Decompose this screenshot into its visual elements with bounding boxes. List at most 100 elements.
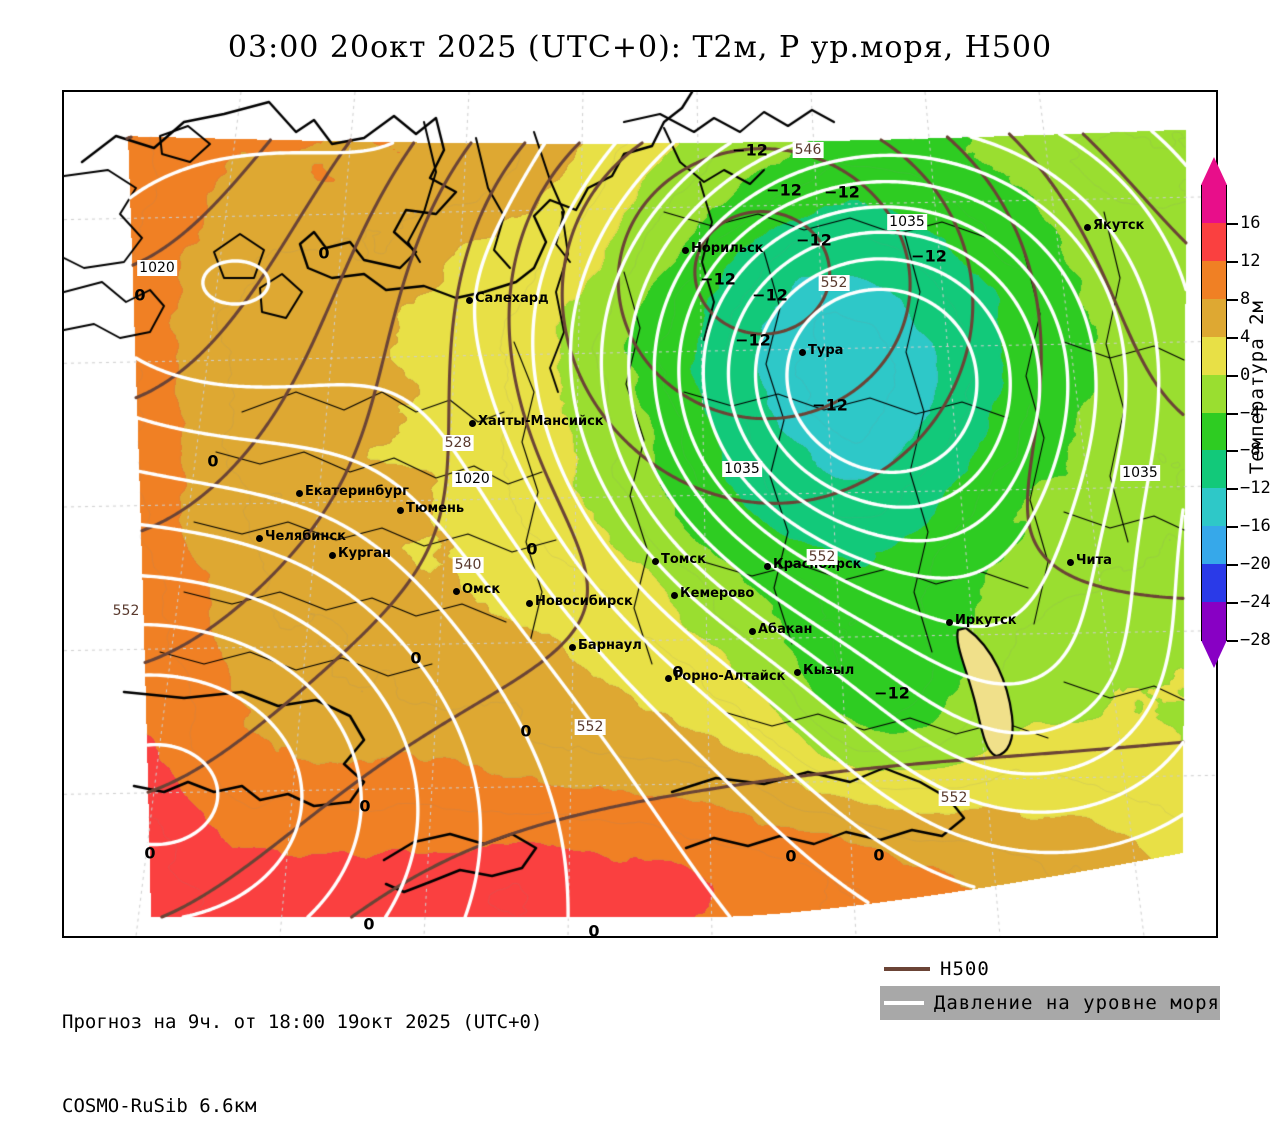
temperature-contour-label: −12 [824, 182, 860, 202]
colorbar-segment [1201, 564, 1227, 603]
colorbar-segment [1201, 374, 1227, 414]
colorbar-tick [1227, 564, 1238, 567]
pressure-contour-label: 1035 [887, 214, 927, 230]
temperature-contour-label: 0 [873, 845, 885, 865]
legend-row-h500: H500 [880, 952, 1220, 986]
city-dot [1084, 224, 1091, 231]
colorbar-segment [1201, 260, 1227, 300]
city-dot [453, 588, 460, 595]
city-label: Новосибирск [535, 594, 633, 609]
city-label: Салехард [475, 291, 549, 306]
temperature-contour-label: −12 [735, 330, 771, 350]
city-label: Тура [808, 343, 844, 358]
colorbar-tick [1227, 222, 1238, 225]
city-label: Кемерово [680, 586, 755, 601]
temperature-contour-label: 0 [134, 285, 146, 305]
temperature-contour-label: −12 [796, 230, 832, 250]
temperature-colorbar [1201, 157, 1227, 668]
colorbar-tick [1227, 640, 1238, 642]
city-dot [652, 558, 659, 565]
city-dot [329, 552, 336, 559]
city-dot [469, 420, 476, 427]
temperature-contour-label: 0 [363, 914, 375, 934]
temperature-contour-label: 0 [526, 539, 538, 559]
colorbar-segment [1201, 222, 1227, 262]
colorbar-tick [1227, 602, 1238, 605]
city-dot [397, 507, 404, 514]
city-label: Горно-Алтайск [674, 669, 786, 684]
colorbar-ticks: 16 12 8 4 0 −4 −8 −12 −16 −20 −24 −28 [1227, 185, 1279, 649]
colorbar-tick-label: 12 [1240, 250, 1261, 271]
forecast-info: Прогноз на 9ч. от 18:00 19окт 2025 (UTC+… [62, 952, 542, 1148]
h500-line-swatch [884, 967, 930, 971]
temperature-contour-label: −12 [812, 395, 848, 415]
city-dot [799, 349, 806, 356]
colorbar-tick [1227, 374, 1238, 377]
colorbar-tick-label: 8 [1240, 288, 1251, 309]
colorbar-segment [1201, 602, 1227, 641]
city-dot [256, 535, 263, 542]
temperature-contour-label: 0 [588, 921, 600, 938]
colorbar-tick-label: −28 [1240, 630, 1271, 650]
city-label: Тюмень [406, 501, 465, 516]
temperature-contour-label: 0 [785, 846, 797, 866]
temperature-contour-label: 0 [207, 451, 219, 471]
colorbar-segment [1201, 526, 1227, 565]
h500-contour-label: 552 [806, 549, 838, 565]
city-dot [682, 247, 689, 254]
weather-map[interactable]: Норильск Салехард Тура Якутск Ханты-Мансийск… [62, 90, 1218, 938]
city-dot [526, 600, 533, 607]
city-label: Ханты-Мансийск [478, 414, 604, 429]
colorbar-over-arrow [1201, 157, 1227, 185]
city-label: Екатеринбург [305, 484, 409, 499]
h500-contour-label: 546 [792, 142, 824, 158]
forecast-time-line: Прогноз на 9ч. от 18:00 19окт 2025 (UTC+… [62, 1011, 543, 1033]
legend-label-h500: H500 [940, 958, 990, 980]
temperature-contour-label: 0 [359, 796, 371, 816]
temperature-contour-label: −12 [752, 285, 788, 305]
colorbar-tick [1227, 488, 1238, 491]
pressure-line-swatch [884, 1001, 924, 1005]
colorbar-segment [1201, 450, 1227, 489]
h500-contour-label: 552 [818, 275, 850, 291]
colorbar-tick-label: −12 [1240, 478, 1271, 499]
city-label: Томск [661, 552, 706, 567]
colorbar-tick [1227, 336, 1238, 339]
h500-contour-label: 552 [938, 790, 970, 806]
page-title: 03:00 20окт 2025 (UTC+0): T2м, P ур.моря… [227, 30, 1053, 65]
temperature-contour-label: −12 [700, 269, 736, 289]
colorbar-tick [1227, 450, 1238, 453]
colorbar-tick-label: 4 [1240, 326, 1251, 347]
temperature-contour-label: −12 [911, 246, 947, 266]
temperature-contour-label: −12 [766, 180, 802, 200]
pressure-contour-label: 1020 [137, 260, 177, 276]
colorbar-tick [1227, 412, 1238, 415]
colorbar-segment [1201, 298, 1227, 338]
city-dot [466, 297, 473, 304]
map-canvas [64, 92, 1216, 936]
city-dot [794, 669, 801, 676]
temperature-contour-label: −12 [732, 140, 768, 160]
colorbar-segment [1201, 488, 1227, 527]
city-dot [569, 644, 576, 651]
h500-contour-label: 552 [574, 719, 606, 735]
temperature-contour-label: −12 [874, 683, 910, 703]
temperature-contour-label: 0 [410, 648, 422, 668]
colorbar-tick-label: −24 [1240, 592, 1271, 613]
temperature-contour-label: 0 [318, 243, 330, 263]
colorbar-title: Температура 2м [1246, 300, 1268, 475]
colorbar-under-arrow [1201, 640, 1227, 668]
colorbar-tick [1227, 298, 1238, 301]
city-label: Норильск [691, 241, 764, 256]
city-dot [764, 563, 771, 570]
pressure-contour-label: 1035 [1120, 465, 1160, 481]
city-label: Барнаул [578, 638, 642, 653]
colorbar-segment [1201, 336, 1227, 376]
city-dot [665, 675, 672, 682]
h500-contour-label: 528 [442, 435, 474, 451]
pressure-contour-label: 1020 [452, 471, 492, 487]
city-dot [1067, 559, 1074, 566]
city-label: Иркутск [955, 613, 1017, 628]
city-dot [296, 490, 303, 497]
h500-contour-label: 540 [452, 557, 484, 573]
